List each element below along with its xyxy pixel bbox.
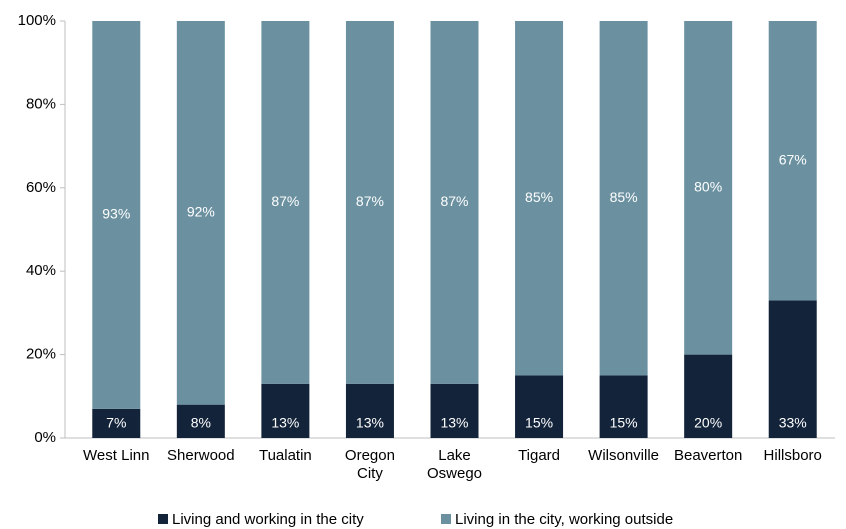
bar-segment [92, 21, 141, 409]
x-tick-label: Wilsonville [588, 447, 659, 464]
value-label: 33% [779, 415, 807, 431]
x-tick-line: Oregon [345, 447, 395, 464]
bar-segment [430, 383, 479, 438]
x-tick-label: Tualatin [259, 447, 312, 464]
legend-swatch [158, 514, 168, 524]
x-tick-label: Lake Oswego [427, 447, 482, 482]
value-label: 92% [187, 204, 215, 220]
y-tick-label: 100% [18, 12, 56, 29]
value-label: 13% [356, 415, 384, 431]
bar-segment [345, 21, 394, 384]
x-tick-line: City [357, 465, 383, 482]
value-label: 85% [525, 189, 553, 205]
bar-segment [599, 21, 648, 376]
legend-label: Living in the city, working outside [455, 511, 673, 528]
x-tick-label: Sherwood [167, 447, 235, 464]
y-tick-label: 40% [26, 262, 56, 279]
value-label: 15% [525, 415, 553, 431]
value-label: 13% [271, 415, 299, 431]
x-tick-label: Beaverton [674, 447, 742, 464]
value-label: 80% [694, 179, 722, 195]
x-tick-line: Lake [438, 447, 471, 464]
bar-segment [261, 383, 310, 438]
bar-segment [599, 375, 648, 438]
value-label: 87% [271, 193, 299, 209]
bar-segment [345, 383, 394, 438]
x-tick-label: Hillsboro [764, 447, 822, 464]
bar-segment [176, 21, 225, 405]
value-label: 13% [440, 415, 468, 431]
legend-label: Living and working in the city [172, 511, 364, 528]
value-label: 85% [610, 189, 638, 205]
value-label: 7% [106, 415, 126, 431]
y-tick-label: 0% [34, 429, 56, 446]
legend-swatch [441, 514, 451, 524]
value-label: 20% [694, 415, 722, 431]
bar-segment [261, 21, 310, 384]
value-label: 8% [191, 415, 211, 431]
bar-segment [684, 21, 733, 355]
x-tick-label: West Linn [83, 447, 149, 464]
bar-segment [768, 300, 817, 438]
value-label: 87% [356, 193, 384, 209]
value-label: 87% [440, 193, 468, 209]
bar-segment [515, 375, 564, 438]
value-label: 67% [779, 151, 807, 167]
value-label: 15% [610, 415, 638, 431]
bar-segment [176, 404, 225, 438]
bar-segment [430, 21, 479, 384]
y-tick-label: 80% [26, 95, 56, 112]
y-tick-label: 60% [26, 179, 56, 196]
bar-segment [684, 354, 733, 438]
bar-segment [92, 408, 141, 438]
bar-segment [768, 21, 817, 301]
value-label: 93% [102, 206, 130, 222]
x-tick-label: Tigard [518, 447, 560, 464]
x-tick-line: Oswego [427, 465, 482, 482]
y-tick-label: 20% [26, 346, 56, 363]
bar-segment [515, 21, 564, 376]
x-tick-label: Oregon City [345, 447, 395, 482]
